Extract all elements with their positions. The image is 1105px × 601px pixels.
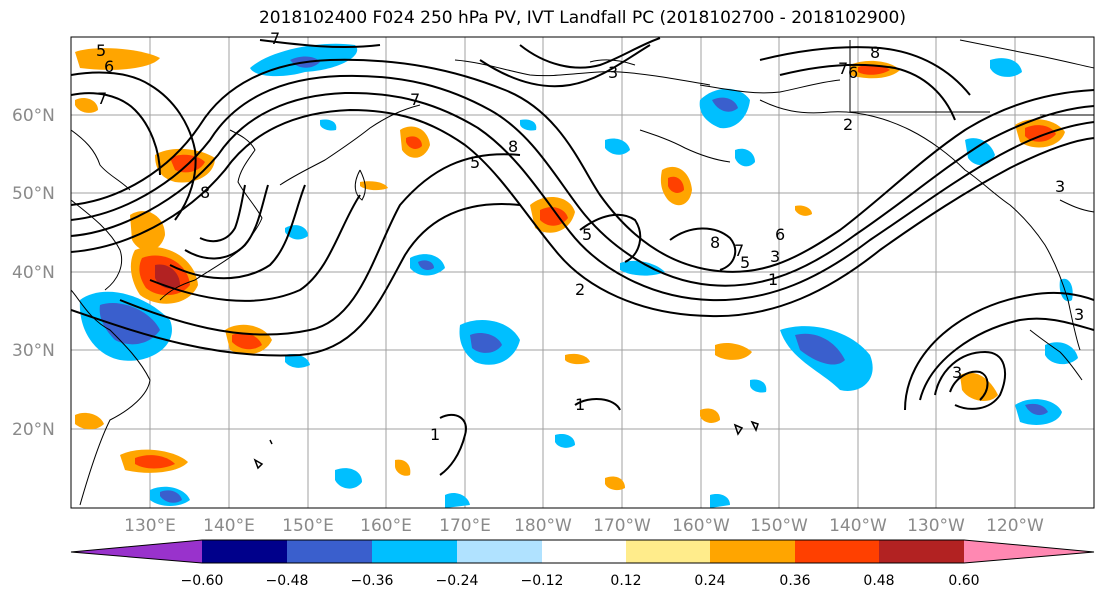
contour-label: 5 <box>470 153 480 172</box>
lat-label: 50°N <box>12 184 55 204</box>
colorbar-tick-label: −0.12 <box>521 573 564 589</box>
lat-label: 20°N <box>12 420 55 440</box>
contour-label: 3 <box>608 63 618 82</box>
contour-label: 1 <box>768 270 778 289</box>
lat-label: 60°N <box>12 106 55 126</box>
contour-label: 3 <box>1074 305 1084 324</box>
contour-label: 6 <box>775 225 785 244</box>
colorbar-swatch <box>457 540 542 563</box>
contour-label: 3 <box>1055 177 1065 196</box>
lon-label: 160°E <box>360 516 412 536</box>
islands <box>253 420 759 470</box>
lon-label: 170°W <box>593 516 651 536</box>
contour-label: 8 <box>870 43 880 62</box>
contour-label: 5 <box>740 253 750 272</box>
pv-contours <box>71 37 1094 476</box>
latitude-labels: 60°N 50°N 40°N 30°N 20°N <box>12 106 55 440</box>
colorbar-swatch <box>71 540 202 563</box>
colorbar-tick-label: −0.60 <box>181 573 224 589</box>
lon-label: 150°W <box>750 516 808 536</box>
colorbar-swatch <box>795 540 879 563</box>
colorbar-swatch <box>372 540 457 563</box>
contour-label: 7 <box>838 59 848 78</box>
colorbar-outline <box>70 539 1095 564</box>
colorbar-swatch <box>710 540 795 563</box>
colorbar-swatch <box>202 540 287 563</box>
colorbar-swatch <box>879 540 964 563</box>
contour-label: 1 <box>430 425 440 444</box>
colorbar-tick-label: 0.60 <box>948 573 979 589</box>
colorbar-tick-label: −0.48 <box>266 573 309 589</box>
colorbar: −0.60 −0.48 −0.36 −0.24 −0.12 0.12 0.24 … <box>70 539 1095 589</box>
lat-label: 30°N <box>12 341 55 361</box>
lon-label: 120°W <box>986 516 1044 536</box>
colorbar-swatch <box>964 540 1094 563</box>
contour-label: 3 <box>952 363 962 382</box>
contour-label: 6 <box>104 57 114 76</box>
colorbar-swatch <box>542 540 626 563</box>
contour-label: 7 <box>734 241 744 260</box>
colorbar-tick-label: −0.24 <box>436 573 479 589</box>
colorbar-swatch <box>626 540 710 563</box>
lon-label: 150°E <box>282 516 334 536</box>
colorbar-tick-label: 0.48 <box>863 573 894 589</box>
lon-label: 160°W <box>672 516 730 536</box>
contour-label: 6 <box>848 63 858 82</box>
colorbar-tick-label: 0.36 <box>779 573 810 589</box>
lon-label: 140°E <box>203 516 255 536</box>
contour-label: 5 <box>96 41 106 60</box>
longitude-labels: 130°E 140°E 150°E 160°E 170°E 180°W 170°… <box>124 516 1044 536</box>
map-border <box>70 36 1095 509</box>
contour-label: 3 <box>770 247 780 266</box>
contour-label: 7 <box>270 29 280 48</box>
contour-label: 8 <box>710 233 720 252</box>
contour-label: 5 <box>582 225 592 244</box>
lon-label: 140°W <box>829 516 887 536</box>
colorbar-tick-label: 0.12 <box>610 573 641 589</box>
lat-label: 40°N <box>12 263 55 283</box>
colorbar-swatch <box>287 540 372 563</box>
contour-label: 1 <box>575 395 585 414</box>
lon-label: 130°E <box>124 516 176 536</box>
lon-label: 180°W <box>514 516 572 536</box>
lon-label: 130°W <box>907 516 965 536</box>
contour-label: 7 <box>97 89 107 108</box>
map-title: 2018102400 F024 250 hPa PV, IVT Landfall… <box>258 8 906 28</box>
contour-label: 2 <box>843 115 853 134</box>
contour-label: 8 <box>508 137 518 156</box>
contour-label: 8 <box>200 183 210 202</box>
colorbar-tick-label: −0.36 <box>351 573 394 589</box>
contour-label: 2 <box>575 280 585 299</box>
contour-label-group: 5 6 7 7 8 3 7 8 7 2 6 8 5 8 2 6 7 5 5 1 … <box>96 29 1084 444</box>
colorbar-tick-label: 0.24 <box>694 573 725 589</box>
lon-label: 170°E <box>439 516 491 536</box>
contour-label: 7 <box>410 90 420 109</box>
